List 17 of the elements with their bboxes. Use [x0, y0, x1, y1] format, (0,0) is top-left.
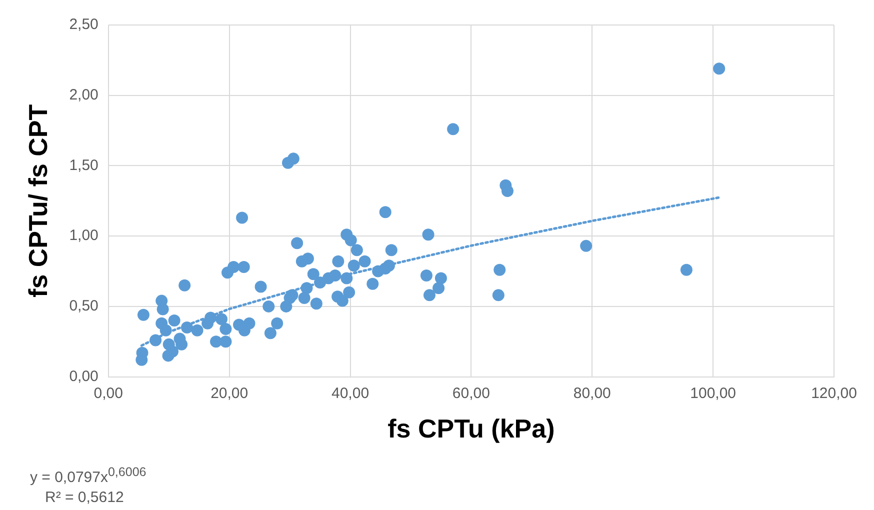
y-tick-label: 1,50 [69, 156, 98, 174]
text: y = 0,0797x$^{0,6006}$ [30, 464, 146, 488]
x-tick-label: 80,00 [573, 384, 611, 402]
y-tick-label: 1,00 [69, 227, 98, 244]
text: R² = 0,5612 [44, 488, 125, 508]
x-axis-title: fs CPTu (kPa) [388, 414, 555, 444]
x-tick-label: 40,00 [331, 384, 370, 402]
x-tick-label: 0,00 [94, 384, 123, 402]
x-tick-label: 60,00 [452, 384, 490, 402]
y-tick-label: 0,50 [69, 298, 98, 315]
y-tick-label: 2,00 [69, 86, 98, 104]
x-tick-label: 120,00 [811, 384, 857, 402]
x-tick-label: 100,00 [690, 384, 736, 402]
x-tick-label: 20,00 [210, 384, 248, 402]
y-tick-label: 2,50 [69, 16, 98, 34]
y-tick-label: 0,00 [69, 368, 98, 385]
y-axis-title: fs CPTu/ fs CPT [22, 104, 53, 298]
